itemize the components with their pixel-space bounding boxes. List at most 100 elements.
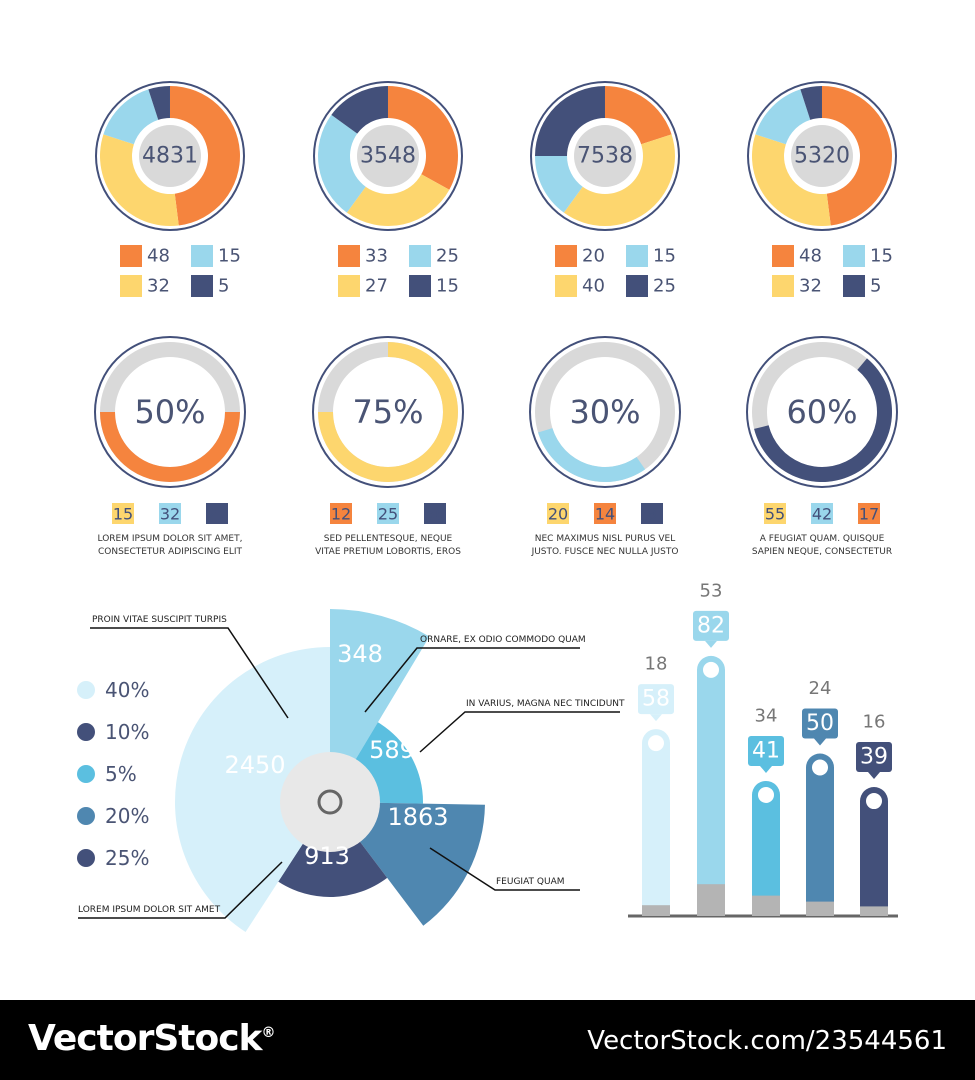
legend-swatch-orange [772, 245, 794, 267]
badge-lightblue [159, 503, 181, 524]
bar-body [806, 767, 834, 916]
legend-swatch-yellow [772, 275, 794, 297]
bar-badge-pointer [814, 738, 826, 746]
legend-swatch-orange [555, 245, 577, 267]
legend-value: 33 [365, 246, 388, 267]
ring-percent-label: 30% [569, 393, 640, 431]
legend-value: 40 [582, 276, 605, 297]
donut-center-label: 5320 [794, 144, 850, 169]
bar-badge-value: 41 [752, 738, 780, 763]
infographic-canvas: 4831 48 15 32 5 3548 33 25 27 15 7538 20 15 40 25 5320 4… [77, 81, 898, 932]
annotation-leader-line [364, 647, 580, 713]
badge-value: 42 [812, 505, 832, 524]
ring-percent-label: 60% [786, 393, 857, 431]
polar-sector-value: 1863 [387, 803, 448, 831]
ring-caption-line: JUSTO. FUSCE NEC NULLA JUSTO [531, 547, 679, 557]
ring-caption-line: CONSECTETUR ADIPISCING ELIT [98, 547, 243, 557]
bar-base-segment [752, 895, 780, 916]
legend-value: 15 [436, 276, 459, 297]
bar-base-segment [806, 901, 834, 916]
polar-annotation: IN VARIUS, MAGNA NEC TINCIDUNT [466, 699, 625, 709]
legend-value: 5 [870, 276, 881, 297]
bar-body [860, 801, 888, 916]
image-id: VectorStock.com/23544561 [587, 1026, 947, 1056]
registered-mark: ® [261, 1025, 276, 1041]
donut-slice-yellow [751, 134, 831, 227]
legend-swatch-lightblue [409, 245, 431, 267]
ring-percent-label: 75% [352, 393, 423, 431]
polar-sector-value: 913 [304, 842, 350, 870]
brand-name: VectorStock [28, 1018, 262, 1059]
badge-value: 55 [765, 505, 785, 524]
legend-swatch-orange [120, 245, 142, 267]
polar-legend-label: 10% [105, 720, 149, 744]
badge-value: 25 [378, 505, 398, 524]
legend-value: 48 [147, 246, 170, 267]
bar-knob [648, 735, 664, 752]
bar-top-value: 34 [755, 705, 778, 726]
donut-slice-orange [605, 86, 672, 145]
legend-value: 15 [870, 246, 893, 267]
legend-value: 20 [582, 246, 605, 267]
polar-sector-value: 2450 [224, 751, 285, 779]
ring-caption-line: SED PELLENTESQUE, NEQUE [324, 534, 453, 544]
donut-center-label: 7538 [577, 144, 633, 169]
donut-slice-orange [822, 86, 892, 226]
badge-value: 8 [647, 505, 657, 524]
donut-slice-lightblue [318, 114, 366, 213]
donut-center-label: 4831 [142, 144, 198, 169]
annotation-leader-line [78, 861, 283, 919]
donut-slice-navy [331, 86, 388, 134]
bar-badge-pointer [868, 772, 880, 780]
badge-value: 32 [160, 505, 180, 524]
badge-value: 14 [595, 505, 615, 524]
vectorstock-logo: VectorStock® [28, 1018, 276, 1059]
bar-badge [856, 742, 892, 773]
badge-value: 56 [425, 505, 445, 524]
polar-legend-label: 25% [105, 846, 149, 870]
donut-center-label: 3548 [360, 144, 416, 169]
bar-knob [866, 793, 882, 810]
bar-badge-value: 39 [860, 745, 888, 770]
polar-sector-paleblue [174, 647, 330, 932]
ring-percent-label: 50% [134, 393, 205, 431]
legend-swatch-navy [409, 275, 431, 297]
legend-value: 15 [218, 246, 241, 267]
donut-slice-yellow [99, 134, 179, 226]
ring-outer [312, 336, 464, 488]
polar-annotation: LOREM IPSUM DOLOR SIT AMET [78, 905, 221, 915]
bar-badge-value: 50 [806, 711, 834, 736]
badge-lightblue [811, 503, 833, 524]
bar-badge [638, 684, 674, 715]
badge-navy [641, 503, 663, 524]
legend-swatch-yellow [120, 275, 142, 297]
bar-knob [758, 786, 774, 803]
polar-annotation: ORNARE, EX ODIO COMMODO QUAM [420, 635, 586, 645]
polar-legend-label: 20% [105, 804, 149, 828]
ring-caption-line: SAPIEN NEQUE, CONSECTETUR [752, 547, 892, 557]
polar-legend-dot [77, 723, 95, 741]
ring-outer [746, 336, 898, 488]
legend-value: 32 [147, 276, 170, 297]
badge-yellow [764, 503, 786, 524]
ring-progress [754, 358, 892, 483]
badge-value: 15 [113, 505, 133, 524]
badge-value: 27 [207, 505, 227, 524]
ring-caption-line: VITAE PRETIUM LOBORTIS, EROS [315, 547, 461, 557]
legend-swatch-yellow [555, 275, 577, 297]
badge-value: 12 [331, 505, 351, 524]
ring-caption-line: NEC MAXIMUS NISL PURUS VEL [535, 534, 676, 544]
legend-swatch-yellow [338, 275, 360, 297]
polar-sector-lightblue [330, 609, 430, 802]
legend-value: 25 [436, 246, 459, 267]
badge-orange [858, 503, 880, 524]
polar-sector-value: 589 [369, 736, 415, 764]
bar-body [697, 669, 725, 916]
bar-badge [748, 735, 784, 766]
legend-swatch-navy [843, 275, 865, 297]
polar-legend-label: 5% [105, 762, 137, 786]
polar-legend-dot [77, 765, 95, 783]
donut-slice-lightblue [755, 89, 811, 145]
polar-annotation: PROIN VITAE SUSCIPIT TURPIS [92, 615, 227, 625]
bar-badge [693, 610, 729, 641]
